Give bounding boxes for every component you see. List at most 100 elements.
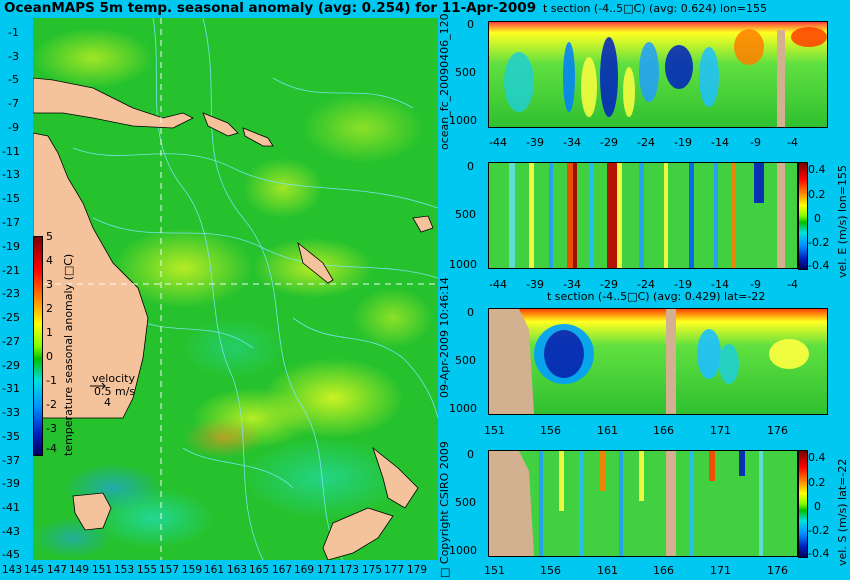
cbtick: 0.4	[808, 451, 826, 464]
lon-tick: 167	[272, 564, 293, 576]
lat-tick: -23	[2, 287, 20, 300]
cbtick: 0.2	[808, 476, 826, 489]
xtick: 171	[710, 564, 731, 577]
cbtick: -0.4	[808, 259, 830, 272]
section-panel-2	[488, 162, 798, 269]
xtick: -14	[711, 278, 729, 291]
lon-tick: 163	[227, 564, 248, 576]
xtick: 166	[653, 564, 674, 577]
ytick: 0	[467, 448, 474, 461]
panel4-colorbar-label: vel. S (m/s) lat=-22	[836, 458, 849, 566]
xtick: 161	[597, 424, 618, 437]
ytick: 500	[455, 208, 476, 221]
cb-tick: 0	[46, 350, 53, 363]
lat-tick: -31	[2, 382, 20, 395]
lon-tick: 177	[384, 564, 405, 576]
lat-tick: -19	[2, 240, 20, 253]
lon-tick: 173	[339, 564, 360, 576]
velocity-legend-value: 0.5 m/s	[94, 385, 136, 398]
lat-tick: -13	[2, 168, 20, 181]
map-colorbar	[33, 236, 43, 456]
lon-tick: 145	[24, 564, 45, 576]
lat-tick: -43	[2, 525, 20, 538]
cb-tick: -3	[46, 422, 57, 435]
lon-tick: 143	[2, 564, 23, 576]
lat-tick: -35	[2, 430, 20, 443]
cb-tick: 5	[46, 230, 53, 243]
section-panel-3	[488, 308, 828, 415]
xtick: -44	[489, 278, 507, 291]
ytick: 0	[467, 306, 474, 319]
ytick: 0	[467, 18, 474, 31]
xtick: -29	[600, 136, 618, 149]
lon-tick: 147	[47, 564, 68, 576]
ytick: 1000	[449, 544, 477, 557]
xtick: 161	[597, 564, 618, 577]
forecast-id-label: ocean_fc_20090406_120	[438, 13, 451, 150]
lon-tick: 155	[137, 564, 158, 576]
ytick: 500	[455, 496, 476, 509]
xtick: 151	[484, 424, 505, 437]
lat-tick: -3	[8, 50, 19, 63]
cbtick: -0.2	[808, 236, 830, 249]
lon-tick: 161	[204, 564, 225, 576]
velocity-legend-count: 4	[104, 396, 111, 409]
xtick: -19	[674, 136, 692, 149]
velocity-arrow	[90, 382, 106, 390]
ytick: 0	[467, 160, 474, 173]
map-title: OceanMAPS 5m temp. seasonal anomaly (avg…	[4, 0, 537, 16]
section-panel-1	[488, 21, 828, 128]
cb-tick: 1	[46, 326, 53, 339]
velocity-legend-label: velocity	[92, 372, 135, 385]
xtick: -44	[489, 136, 507, 149]
xtick: 176	[767, 564, 788, 577]
lat-tick: -1	[8, 26, 19, 39]
xtick: -34	[563, 278, 581, 291]
xtick: -14	[711, 136, 729, 149]
cbtick: 0	[814, 500, 821, 513]
lon-tick: 159	[182, 564, 203, 576]
lat-tick: -9	[8, 121, 19, 134]
lon-tick: 165	[249, 564, 270, 576]
xtick: 156	[540, 564, 561, 577]
lat-tick: -37	[2, 454, 20, 467]
lon-tick: 149	[69, 564, 90, 576]
cbtick: -0.4	[808, 547, 830, 560]
panel1-title: t section (-4..5□C) (avg: 0.624) lon=155	[543, 2, 768, 15]
xtick: -34	[563, 136, 581, 149]
lat-tick: -21	[2, 264, 20, 277]
cbtick: -0.2	[808, 524, 830, 537]
xtick: 171	[710, 424, 731, 437]
xtick: -9	[750, 278, 761, 291]
xtick: -24	[637, 136, 655, 149]
xtick: -4	[787, 136, 798, 149]
lat-tick: -27	[2, 335, 20, 348]
lon-tick: 153	[114, 564, 135, 576]
lat-tick: -25	[2, 311, 20, 324]
xtick: -39	[526, 136, 544, 149]
lon-tick: 175	[362, 564, 383, 576]
xtick: 176	[767, 424, 788, 437]
main-map	[33, 18, 438, 560]
xtick: -9	[750, 136, 761, 149]
timestamp-label: 09-Apr-2009 10:46:14	[438, 277, 451, 398]
panel3-title: t section (-4..5□C) (avg: 0.429) lat=-22	[547, 290, 766, 303]
crosshair-lines	[33, 18, 438, 560]
xtick: -4	[787, 278, 798, 291]
cb-tick: -4	[46, 442, 57, 455]
cbtick: 0.2	[808, 188, 826, 201]
lon-tick: 151	[92, 564, 113, 576]
map-field	[33, 18, 438, 560]
cb-tick: 4	[46, 254, 53, 267]
lon-tick: 169	[294, 564, 315, 576]
map-colorbar-label: temperature seasonal anomaly (□C)	[62, 253, 75, 456]
xtick: -29	[600, 278, 618, 291]
lat-tick: -41	[2, 501, 20, 514]
lon-tick: 157	[159, 564, 180, 576]
xtick: -19	[674, 278, 692, 291]
lat-tick: -11	[2, 145, 20, 158]
lat-tick: -15	[2, 192, 20, 205]
panel2-colorbar	[798, 162, 808, 270]
cbtick: 0	[814, 212, 821, 225]
lat-tick: -7	[8, 97, 19, 110]
